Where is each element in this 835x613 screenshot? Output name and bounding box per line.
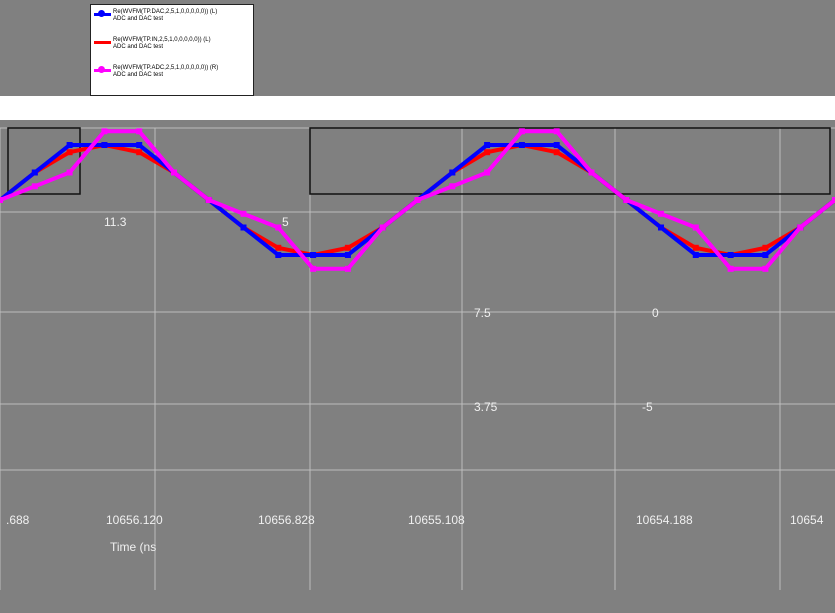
legend-entry-dac[interactable]: Re(WVFM(TP.DAC,2,5,1,0,0,0,0,0)) (L) ADC… bbox=[91, 5, 253, 33]
series-2-point-11 bbox=[379, 224, 386, 231]
series-1-point-10 bbox=[344, 252, 351, 258]
series-2-point-16 bbox=[553, 128, 560, 135]
x-axis-title: Time (ns bbox=[110, 540, 156, 554]
series-0-point-14 bbox=[484, 149, 491, 156]
y-tick-labels-right: 0 -5 bbox=[642, 306, 659, 414]
axis-frame-right bbox=[309, 127, 831, 195]
y-tick-label-left-3: 3.75 bbox=[474, 400, 498, 414]
series-1-point-8 bbox=[275, 252, 282, 258]
x-tick-label-5: 10654 bbox=[790, 513, 824, 527]
series-1-point-4 bbox=[136, 142, 143, 148]
y-tick-label-left-2: 7.5 bbox=[474, 306, 491, 320]
series-2-point-14 bbox=[484, 169, 491, 176]
series-1-point-22 bbox=[762, 252, 769, 258]
series-1-point-20 bbox=[692, 252, 699, 258]
series-2-point-9 bbox=[310, 265, 317, 272]
x-tick-label-0: .688 bbox=[6, 513, 30, 527]
x-tick-label-3: 10655.108 bbox=[408, 513, 465, 527]
chart-legend[interactable]: Re(WVFM(TP.DAC,2,5,1,0,0,0,0,0)) (L) ADC… bbox=[90, 4, 254, 96]
series-0-point-2 bbox=[66, 149, 73, 156]
series-layer bbox=[0, 128, 835, 272]
series-2-point-22 bbox=[762, 265, 769, 272]
legend-label: Re(WVFM(TP.ADC,2,5,1,0,0,0,0,0)) (R) bbox=[113, 65, 219, 71]
series-0-point-22 bbox=[762, 244, 769, 251]
series-2-point-23 bbox=[797, 224, 804, 231]
x-tick-label-1: 10656.120 bbox=[106, 513, 163, 527]
x-tick-label-4: 10654.188 bbox=[636, 513, 693, 527]
series-2-point-18 bbox=[623, 197, 630, 203]
series-1-point-3 bbox=[101, 142, 108, 148]
legend-swatch-in bbox=[94, 41, 111, 44]
series-0-point-10 bbox=[344, 244, 351, 251]
series-2-point-4 bbox=[136, 128, 143, 135]
series-1-point-16 bbox=[553, 142, 560, 148]
series-2-point-7 bbox=[240, 210, 247, 217]
series-1-point-7 bbox=[240, 224, 247, 231]
legend-label: Re(WVFM(TP.DAC,2,5,1,0,0,0,0,0)) (L) bbox=[113, 9, 218, 15]
legend-label: Re(WVFM(TP.IN,2,5,1,0,0,0,0,0)) (L) bbox=[113, 37, 211, 43]
y-tick-label-left-0: 11.3 bbox=[104, 215, 127, 229]
series-2-point-3 bbox=[101, 128, 108, 135]
legend-sublabel: ADC and DAC test bbox=[113, 44, 164, 50]
series-2-point-10 bbox=[344, 265, 351, 272]
legend-entry-in[interactable]: Re(WVFM(TP.IN,2,5,1,0,0,0,0,0)) (L) ADC … bbox=[91, 33, 253, 61]
series-2-point-2 bbox=[66, 169, 73, 176]
header-band-gap bbox=[0, 120, 835, 128]
series-1-point-9 bbox=[310, 252, 317, 258]
series-1-point-13 bbox=[449, 169, 456, 176]
y-tick-labels-left: 11.3 5 7.5 3.75 bbox=[104, 215, 498, 414]
series-0-point-20 bbox=[692, 244, 699, 251]
y-tick-label-right-0: 0 bbox=[652, 306, 659, 320]
series-2-point-24 bbox=[832, 197, 835, 203]
diamond-marker-icon bbox=[98, 66, 105, 73]
series-1-point-1 bbox=[31, 169, 38, 176]
series-2-point-6 bbox=[205, 197, 212, 203]
y-tick-label-right-1: -5 bbox=[642, 400, 653, 414]
series-2-point-8 bbox=[275, 224, 282, 231]
x-tick-labels: .688 10656.120 10656.828 10655.108 10654.188… bbox=[6, 513, 824, 527]
legend-entry-adc[interactable]: Re(WVFM(TP.ADC,2,5,1,0,0,0,0,0)) (R) ADC… bbox=[91, 61, 253, 89]
series-0-point-16 bbox=[553, 149, 560, 156]
series-1-point-15 bbox=[518, 142, 525, 148]
grid-lines bbox=[0, 127, 835, 590]
diamond-marker-icon bbox=[98, 10, 105, 17]
series-2-point-17 bbox=[588, 169, 595, 176]
series-0-point-4 bbox=[136, 149, 143, 156]
legend-sublabel: ADC and DAC test bbox=[113, 72, 164, 78]
series-1-point-19 bbox=[658, 224, 664, 231]
legend-sublabel: ADC and DAC test bbox=[113, 16, 164, 22]
series-2-point-20 bbox=[692, 224, 699, 231]
series-1-point-21 bbox=[727, 252, 734, 258]
series-2-point-19 bbox=[658, 210, 664, 217]
series-2-point-21 bbox=[727, 265, 734, 272]
series-1-point-2 bbox=[66, 142, 73, 148]
series-2-point-5 bbox=[171, 169, 177, 176]
series-2-point-1 bbox=[31, 183, 38, 190]
x-tick-label-2: 10656.828 bbox=[258, 513, 315, 527]
series-2-point-12 bbox=[414, 197, 421, 203]
series-2-point-0 bbox=[0, 197, 3, 203]
series-2-point-13 bbox=[449, 183, 456, 190]
series-1-point-14 bbox=[484, 142, 491, 148]
y-tick-label-left-1: 5 bbox=[282, 215, 289, 229]
plot-bands bbox=[0, 96, 835, 128]
series-0-point-8 bbox=[275, 244, 282, 251]
series-2-point-15 bbox=[518, 128, 525, 135]
